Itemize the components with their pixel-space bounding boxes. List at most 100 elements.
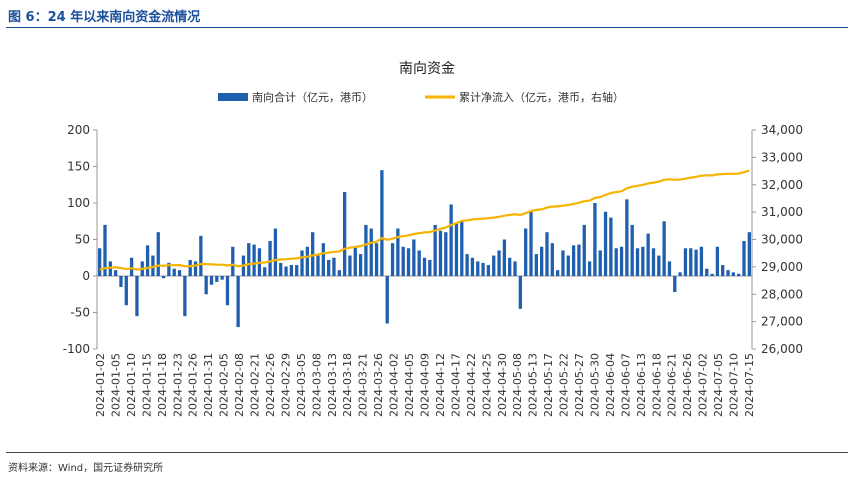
bar-south-flow	[348, 255, 352, 276]
bar-south-flow	[667, 261, 672, 276]
bar-south-flow	[731, 272, 736, 276]
bar-south-flow	[295, 265, 299, 276]
bar-south-flow	[710, 273, 714, 276]
bar-south-flow	[129, 257, 134, 276]
y-left-tick-label: 150	[67, 160, 90, 174]
bar-south-flow	[390, 243, 395, 276]
x-tick-label: 2024-03-08	[310, 353, 323, 417]
bar-south-flow	[193, 261, 198, 276]
bar-south-flow	[279, 262, 283, 276]
bar-south-flow	[460, 221, 464, 276]
bar-south-flow	[603, 211, 608, 276]
x-tick-label: 2024-02-29	[279, 353, 292, 417]
bar-south-flow	[353, 246, 357, 276]
x-tick-label: 2024-06-18	[650, 353, 663, 417]
bar-south-flow	[534, 254, 538, 276]
bar-south-flow	[742, 240, 746, 276]
bar-south-flow	[454, 223, 459, 276]
x-tick-label: 2024-04-30	[496, 353, 509, 417]
chart-title: 南向资金	[399, 61, 455, 77]
bar-south-flow	[428, 259, 432, 276]
bar-south-flow	[300, 250, 304, 276]
x-tick-label: 2024-07-15	[743, 353, 756, 417]
bar-south-flow	[268, 240, 272, 276]
bar-south-flow	[470, 257, 475, 276]
y-left-tick-label: 50	[75, 233, 90, 247]
bar-south-flow	[529, 211, 533, 276]
x-tick-label: 2024-03-21	[357, 353, 370, 417]
bar-south-flow	[673, 276, 677, 293]
x-tick-label: 2024-06-26	[681, 353, 694, 417]
bar-south-flow	[518, 276, 523, 309]
bar-south-flow	[662, 221, 666, 276]
bar-south-flow	[188, 259, 192, 276]
bar-south-flow	[481, 262, 485, 276]
bar-south-flow	[619, 246, 624, 276]
legend-bar-swatch	[218, 93, 248, 101]
bar-south-flow	[630, 224, 634, 276]
bar-south-flow	[119, 276, 123, 287]
bar-south-flow	[326, 259, 331, 276]
bar-south-flow	[433, 224, 437, 276]
bar-south-flow	[444, 232, 448, 276]
bar-south-flow	[449, 204, 453, 276]
y-right-tick-label: 32,000	[761, 178, 803, 192]
x-tick-label: 2024-07-02	[697, 353, 710, 417]
bar-south-flow	[582, 224, 586, 276]
bar-south-flow	[571, 245, 576, 276]
bar-south-flow	[476, 261, 480, 276]
bar-south-flow	[156, 232, 160, 276]
bar-south-flow	[683, 248, 688, 276]
bar-south-flow	[561, 250, 565, 276]
x-tick-label: 2024-04-22	[465, 353, 478, 417]
x-tick-label: 2024-03-13	[326, 353, 339, 417]
x-tick-label: 2024-07-10	[728, 353, 741, 417]
x-tick-label: 2024-05-08	[511, 353, 524, 417]
x-tick-label: 2024-05-27	[573, 353, 586, 417]
x-tick-label: 2024-01-23	[171, 353, 184, 417]
figure-title: 图 6：24 年以来南向资金流情况	[8, 10, 201, 25]
bar-south-flow	[678, 272, 682, 276]
y-left-tick-label: 0	[82, 269, 90, 283]
bar-south-flow	[438, 230, 443, 276]
x-tick-label: 2024-04-05	[403, 353, 416, 417]
y-right-tick-label: 34,000	[761, 123, 803, 137]
x-tick-label: 2024-04-09	[419, 353, 432, 417]
x-tick-label: 2024-05-13	[527, 353, 540, 417]
bar-south-flow	[215, 276, 219, 282]
bar-south-flow	[247, 243, 251, 276]
x-tick-label: 2024-04-02	[388, 353, 401, 417]
bar-south-flow	[252, 244, 256, 276]
x-tick-label: 2024-01-18	[156, 353, 169, 417]
y-left-tick-label: 200	[67, 123, 90, 137]
legend-line-label: 累计净流入（亿元，港币，右轴）	[459, 90, 624, 104]
bar-south-flow	[167, 262, 171, 276]
bar-south-flow	[401, 246, 405, 276]
bar-south-flow	[385, 276, 389, 324]
bar-south-flow	[209, 276, 214, 285]
x-tick-label: 2024-03-26	[372, 353, 385, 417]
bar-south-flow	[263, 267, 267, 276]
bar-south-flow	[98, 248, 102, 276]
bar-south-flow	[199, 235, 203, 276]
x-tick-label: 2024-04-17	[449, 353, 462, 417]
bar-south-flow	[737, 273, 741, 276]
footer-rule	[6, 452, 848, 453]
bar-south-flow	[540, 246, 544, 276]
y-right-tick-label: 31,000	[761, 205, 803, 219]
x-tick-label: 2024-06-04	[604, 353, 617, 417]
bar-south-flow	[316, 255, 320, 276]
x-tick-label: 2024-02-08	[233, 353, 246, 417]
x-tick-label: 2024-01-31	[202, 353, 215, 417]
bar-south-flow	[225, 276, 230, 306]
bar-south-flow	[699, 246, 704, 276]
bar-south-flow	[657, 255, 661, 276]
bar-south-flow	[651, 248, 656, 276]
bar-south-flow	[161, 276, 166, 279]
bar-south-flow	[502, 239, 507, 276]
bar-south-flow	[641, 246, 645, 276]
bar-south-flow	[236, 276, 240, 328]
bar-south-flow	[113, 270, 118, 276]
bar-south-flow	[337, 270, 341, 276]
y-right-tick-label: 27,000	[761, 315, 803, 329]
